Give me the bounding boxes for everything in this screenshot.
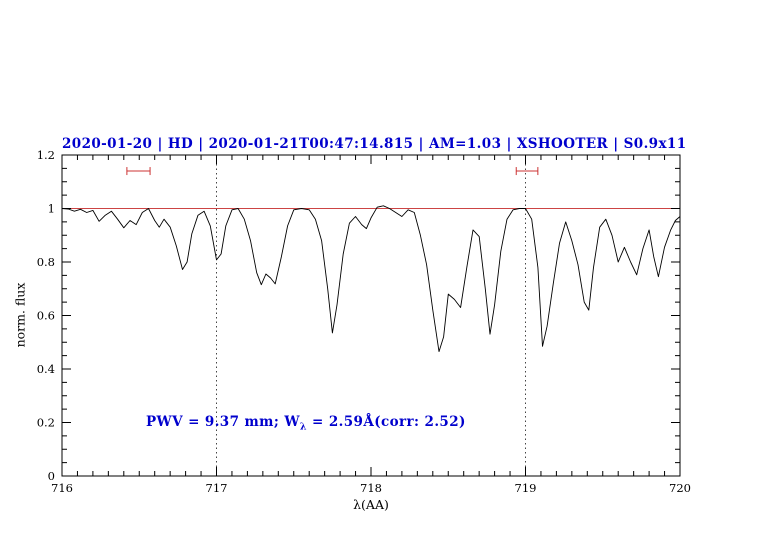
y-tick-label: 1.2 <box>37 148 55 162</box>
plot-title: 2020-01-20 | HD | 2020-01-21T00:47:14.81… <box>62 136 687 152</box>
pwv-annotation: PWV = 9.37 mm; Wλ = 2.59Å(corr: 2.52) <box>146 414 466 433</box>
pwv-annotation-suffix: = 2.59Å(corr: 2.52) <box>306 414 466 430</box>
y-tick-label: 0.8 <box>37 255 55 269</box>
x-tick-label: 720 <box>669 481 691 495</box>
y-tick-label: 0.4 <box>37 362 55 376</box>
pwv-annotation-prefix: PWV = 9.37 mm; W <box>146 414 300 430</box>
x-tick-label: 719 <box>515 481 537 495</box>
y-tick-label: 0.6 <box>37 309 55 323</box>
y-tick-label: 0 <box>48 469 55 483</box>
x-tick-label: 716 <box>51 481 73 495</box>
x-axis-label: λ(AA) <box>353 497 389 512</box>
pwv-annotation-subscript: λ <box>299 421 307 433</box>
x-tick-label: 718 <box>360 481 382 495</box>
x-tick-label: 717 <box>206 481 228 495</box>
y-tick-label: 0.2 <box>37 416 55 430</box>
spectrum-line <box>61 205 681 353</box>
y-tick-label: 1 <box>48 202 55 216</box>
